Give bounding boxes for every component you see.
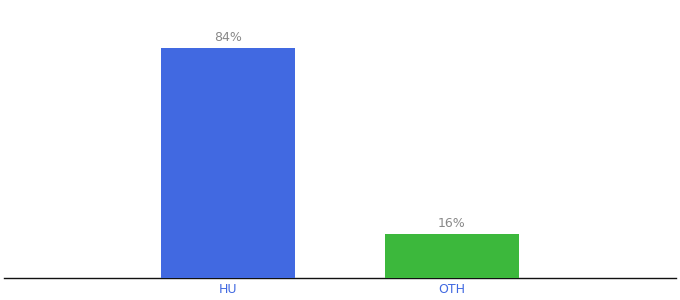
Text: 84%: 84%	[214, 31, 242, 44]
Bar	[385, 234, 519, 278]
Text: 16%: 16%	[438, 217, 466, 230]
Bar	[161, 48, 295, 278]
